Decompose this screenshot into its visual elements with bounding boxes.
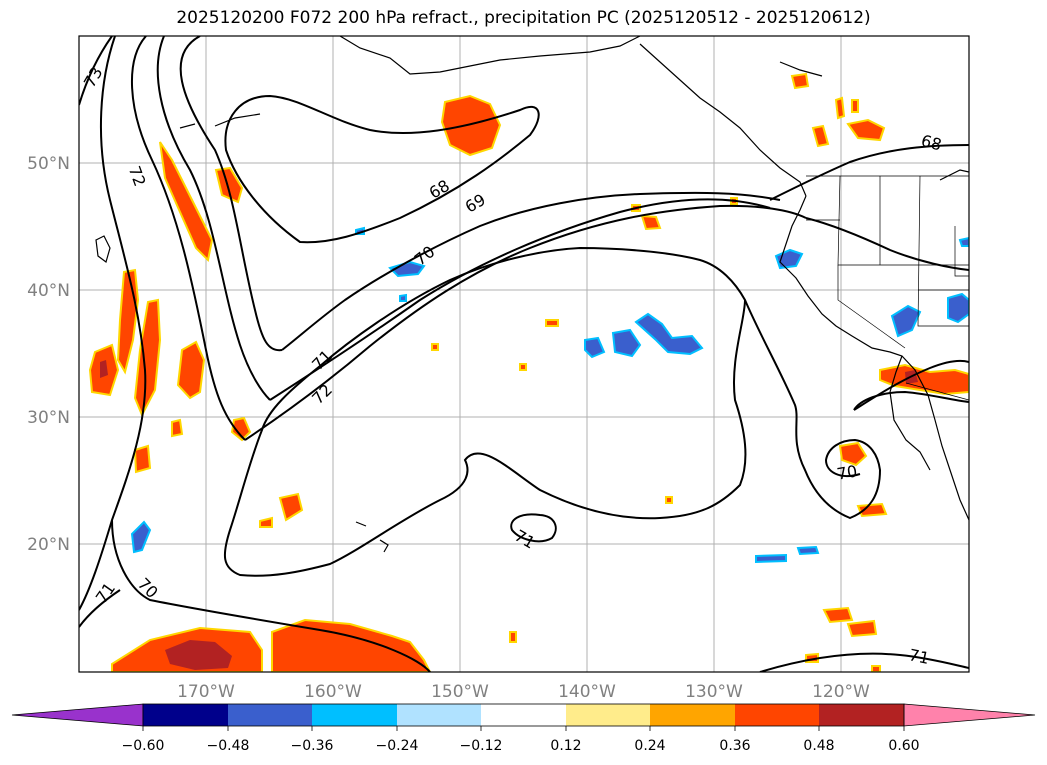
lon-label: 130°W bbox=[685, 682, 743, 702]
state-borders bbox=[806, 175, 969, 401]
contour-label: 68 bbox=[919, 131, 944, 155]
refractivity-contours bbox=[79, 36, 969, 672]
lon-label: 150°W bbox=[431, 682, 489, 702]
lon-label: 160°W bbox=[304, 682, 362, 702]
map-title: 2025120200 F072 200 hPa refract., precip… bbox=[176, 8, 871, 28]
lat-label: 30°N bbox=[27, 408, 70, 428]
colorbar-tick-label: 0.36 bbox=[719, 738, 750, 754]
colorbar-tick-label: −0.36 bbox=[291, 738, 334, 754]
coastlines bbox=[95, 36, 969, 553]
colorbar-tick-label: −0.48 bbox=[207, 738, 250, 754]
lat-label: 50°N bbox=[27, 154, 70, 174]
map-frame bbox=[78, 35, 970, 673]
colorbar-segment bbox=[566, 704, 650, 726]
lon-label: 140°W bbox=[558, 682, 616, 702]
precip-strong-areas bbox=[100, 360, 918, 670]
colorbar-extend-max bbox=[903, 703, 1036, 727]
colorbar-segment bbox=[481, 704, 566, 726]
lon-label: 120°W bbox=[812, 682, 870, 702]
colorbar-extend-min bbox=[11, 703, 144, 727]
colorbar-segment bbox=[735, 704, 819, 726]
colorbar-tick-label: 0.48 bbox=[803, 738, 834, 754]
contour-label: 71 bbox=[907, 645, 931, 668]
colorbar-tick-label: 0.24 bbox=[634, 738, 665, 754]
colorbar-segment bbox=[397, 704, 481, 726]
longitude-axis: 170°W 160°W 150°W 140°W 130°W 120°W bbox=[177, 682, 870, 702]
colorbar-segment bbox=[650, 704, 735, 726]
colorbar-tick-label: −0.60 bbox=[122, 738, 165, 754]
contour-label: 70 bbox=[835, 461, 858, 483]
colorbar-tick-label: 0.12 bbox=[550, 738, 581, 754]
colorbar: −0.60 −0.48 −0.36 −0.24 −0.12 0.12 0.24 … bbox=[11, 703, 1036, 754]
colorbar-tick-label: 0.60 bbox=[888, 738, 919, 754]
precip-negative-areas bbox=[130, 226, 969, 564]
colorbar-segment bbox=[228, 704, 312, 726]
lat-label: 40°N bbox=[27, 281, 70, 301]
colorbar-segment bbox=[312, 704, 397, 726]
colorbar-ticks bbox=[142, 726, 905, 731]
lat-label: 20°N bbox=[27, 535, 70, 555]
colorbar-segment bbox=[819, 704, 904, 726]
colorbar-tick-label: −0.24 bbox=[376, 738, 419, 754]
latitude-axis: 50°N 40°N 30°N 20°N bbox=[27, 154, 70, 555]
map-panel bbox=[79, 36, 969, 672]
colorbar-segment bbox=[143, 704, 228, 726]
colorbar-tick-label: −0.12 bbox=[460, 738, 503, 754]
lon-label: 170°W bbox=[177, 682, 235, 702]
precip-positive-areas bbox=[88, 72, 969, 672]
